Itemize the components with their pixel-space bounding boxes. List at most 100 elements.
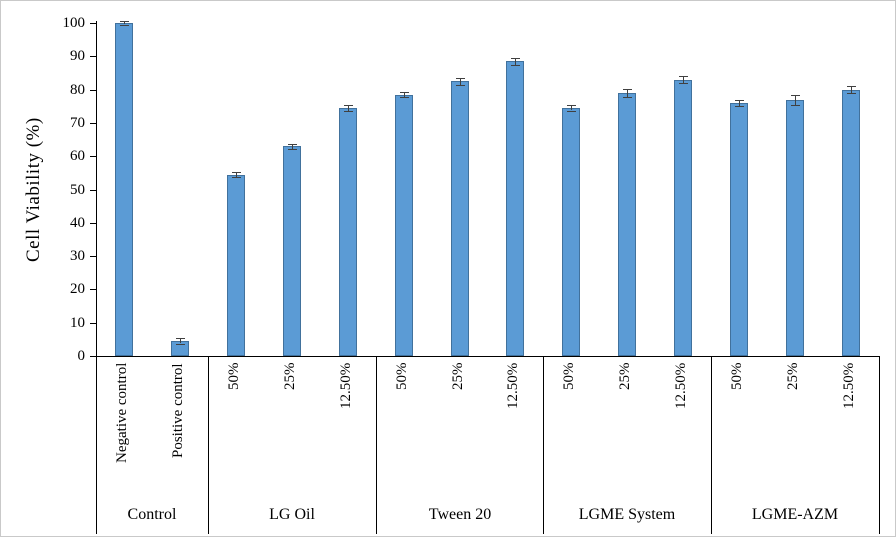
error-bar-cap — [791, 95, 800, 96]
y-tick-mark — [90, 223, 96, 224]
error-bar-cap — [735, 100, 744, 101]
error-bar-line — [627, 89, 628, 97]
error-bar-line — [348, 105, 349, 112]
error-bar-cap — [120, 25, 129, 26]
bar — [674, 80, 692, 356]
y-tick-label: 40 — [70, 215, 85, 231]
error-bar-cap — [567, 111, 576, 112]
category-label: 25% — [450, 363, 466, 391]
bar — [506, 61, 524, 356]
group-label: Tween 20 — [428, 506, 492, 523]
category-label: 25% — [282, 363, 298, 391]
category-label: 25% — [785, 363, 801, 391]
group-separator — [376, 356, 377, 534]
y-tick-mark — [90, 56, 96, 57]
group-label: LGME System — [578, 506, 676, 523]
y-tick-label: 50 — [70, 182, 85, 198]
group-label: Control — [127, 506, 177, 523]
y-tick-label: 20 — [70, 281, 85, 297]
error-bar-cap — [344, 111, 353, 112]
y-tick-mark — [90, 90, 96, 91]
error-bar-cap — [344, 105, 353, 106]
error-bar-cap — [511, 58, 520, 59]
error-bar-line — [683, 76, 684, 83]
category-label: 50% — [394, 363, 410, 391]
y-tick-label: 70 — [70, 115, 85, 131]
y-tick-label: 10 — [70, 315, 85, 331]
category-label: 25% — [617, 363, 633, 391]
y-tick-mark — [90, 190, 96, 191]
y-tick-mark — [90, 323, 96, 324]
y-tick-mark — [90, 356, 96, 357]
bar — [115, 23, 133, 356]
bar — [339, 108, 357, 356]
error-bar-line — [236, 172, 237, 177]
group-separator — [879, 356, 880, 534]
error-bar-cap — [400, 92, 409, 93]
error-bar-cap — [176, 344, 185, 345]
error-bar-cap — [847, 93, 856, 94]
bar — [395, 95, 413, 356]
error-bar-cap — [120, 21, 129, 22]
error-bar-cap — [400, 97, 409, 98]
category-label: 12.50% — [673, 363, 689, 410]
group-separator — [711, 356, 712, 534]
error-bar-cap — [511, 65, 520, 66]
bar — [618, 93, 636, 356]
error-bar-line — [460, 78, 461, 85]
category-label: 12.50% — [505, 363, 521, 410]
y-tick-mark — [90, 289, 96, 290]
bar — [842, 90, 860, 356]
y-tick-label: 90 — [70, 48, 85, 64]
y-tick-label: 0 — [77, 348, 86, 364]
error-bar-cap — [288, 149, 297, 150]
category-label: Positive control — [170, 363, 186, 458]
error-bar-cap — [735, 106, 744, 107]
error-bar-cap — [623, 89, 632, 90]
error-bar-line — [180, 338, 181, 343]
error-bar-cap — [232, 172, 241, 173]
error-bar-cap — [456, 78, 465, 79]
category-label: 50% — [226, 363, 242, 391]
error-bar-cap — [232, 177, 241, 178]
y-tick-mark — [90, 23, 96, 24]
bar — [227, 175, 245, 356]
error-bar-line — [739, 100, 740, 107]
category-label: Negative control — [114, 363, 130, 464]
error-bar-cap — [456, 85, 465, 86]
error-bar-line — [851, 86, 852, 93]
bar — [562, 108, 580, 356]
error-bar-cap — [176, 338, 185, 339]
error-bar-line — [404, 92, 405, 97]
group-separator — [543, 356, 544, 534]
bar — [730, 103, 748, 356]
error-bar-line — [515, 58, 516, 65]
error-bar-cap — [623, 97, 632, 98]
category-label: 50% — [561, 363, 577, 391]
x-axis-line — [96, 356, 880, 357]
group-separator — [208, 356, 209, 534]
y-axis-line — [96, 21, 97, 357]
category-label: 12.50% — [841, 363, 857, 410]
y-tick-label: 100 — [62, 15, 86, 31]
bar — [786, 100, 804, 356]
category-label: 50% — [729, 363, 745, 391]
error-bar-line — [795, 95, 796, 105]
bar — [283, 146, 301, 356]
error-bar-cap — [679, 76, 688, 77]
error-bar-cap — [567, 105, 576, 106]
error-bar-cap — [679, 83, 688, 84]
group-separator — [96, 356, 97, 534]
bar — [451, 81, 469, 356]
error-bar-line — [571, 105, 572, 110]
error-bar-cap — [288, 144, 297, 145]
category-label: 12.50% — [338, 363, 354, 410]
group-label: LGME-AZM — [751, 506, 839, 523]
y-tick-label: 30 — [70, 248, 85, 264]
y-tick-mark — [90, 256, 96, 257]
y-tick-label: 60 — [70, 148, 85, 164]
y-tick-mark — [90, 156, 96, 157]
error-bar-line — [292, 144, 293, 149]
group-label: LG Oil — [269, 506, 315, 523]
